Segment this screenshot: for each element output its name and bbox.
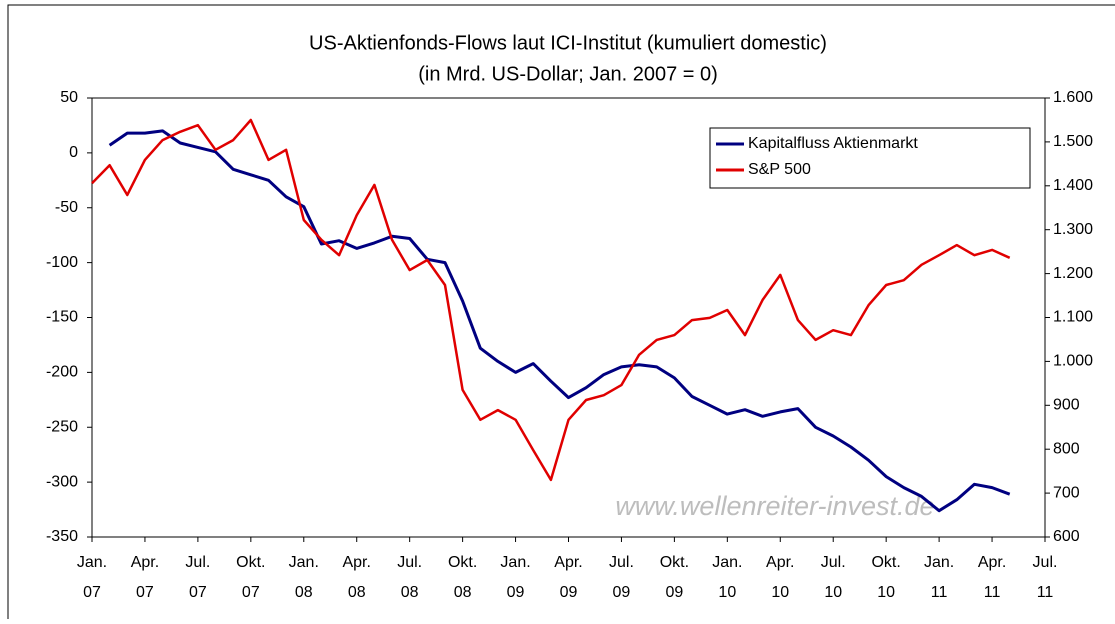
x-tick-label: Jan.: [500, 554, 530, 571]
y-tick-label: 0: [69, 144, 78, 161]
x-tick-label: Jan.: [712, 554, 742, 571]
x-tick-label: 09: [613, 584, 631, 601]
x-tick-label: 09: [560, 584, 578, 601]
y-tick-label: -300: [46, 473, 78, 490]
x-tick-label: Apr.: [978, 554, 1006, 571]
x-tick-label: 08: [295, 584, 313, 601]
x-tick-label: 08: [454, 584, 472, 601]
x-tick-label: Apr.: [342, 554, 370, 571]
x-tick-label: Jul.: [397, 554, 422, 571]
x-tick-label: Okt.: [871, 554, 900, 571]
x-tick-label: 07: [189, 584, 207, 601]
series-line: [91, 118, 1011, 482]
y2-tick-label: 1.300: [1053, 221, 1093, 238]
x-tick-label: 07: [136, 584, 154, 601]
x-tick-label: Jul.: [1033, 554, 1058, 571]
series-line: [108, 129, 1011, 513]
x-tick-label: Jan.: [289, 554, 319, 571]
x-tick-label: Apr.: [554, 554, 582, 571]
y2-tick-label: 1.100: [1053, 309, 1093, 326]
x-tick-label: 11: [984, 584, 1001, 601]
x-tick-label: 11: [1037, 584, 1054, 601]
x-tick-label: 07: [242, 584, 260, 601]
x-tick-label: 11: [931, 584, 948, 601]
y-tick-label: -50: [55, 199, 78, 216]
x-tick-label: Jan.: [924, 554, 954, 571]
y2-tick-label: 900: [1053, 397, 1080, 414]
y2-tick-label: 600: [1053, 528, 1080, 545]
y-tick-label: -150: [46, 309, 78, 326]
x-tick-label: Okt.: [236, 554, 265, 571]
legend-label: S&P 500: [748, 161, 811, 178]
chart-subtitle: (in Mrd. US-Dollar; Jan. 2007 = 0): [418, 63, 718, 85]
x-tick-label: 09: [507, 584, 525, 601]
y2-tick-label: 1.400: [1053, 177, 1093, 194]
x-tick-label: 10: [718, 584, 736, 601]
y2-tick-label: 1.000: [1053, 353, 1093, 370]
chart-title: US-Aktienfonds-Flows laut ICI-Institut (…: [309, 32, 827, 54]
legend-label: Kapitalfluss Aktienmarkt: [748, 135, 918, 152]
x-tick-label: 10: [877, 584, 895, 601]
x-tick-label: Jul.: [185, 554, 210, 571]
x-tick-label: 09: [665, 584, 683, 601]
x-tick-label: 07: [83, 584, 101, 601]
y-tick-label: 50: [60, 89, 78, 106]
y-tick-label: -200: [46, 364, 78, 381]
y2-tick-label: 700: [1053, 484, 1080, 501]
x-tick-label: 10: [771, 584, 789, 601]
y2-tick-label: 1.200: [1053, 265, 1093, 282]
x-tick-label: Jul.: [821, 554, 846, 571]
x-tick-label: Apr.: [131, 554, 159, 571]
legend-box: [709, 127, 1031, 189]
x-tick-label: Okt.: [660, 554, 689, 571]
watermark: www.wellenreiter-invest.de: [615, 491, 934, 521]
x-tick-label: Apr.: [766, 554, 794, 571]
y-tick-label: -250: [46, 418, 78, 435]
x-tick-label: 08: [401, 584, 419, 601]
x-tick-label: Jan.: [77, 554, 107, 571]
x-tick-label: Okt.: [448, 554, 477, 571]
x-tick-label: 10: [824, 584, 842, 601]
y2-tick-label: 1.500: [1053, 133, 1093, 150]
y-tick-label: -350: [46, 528, 78, 545]
y2-tick-label: 800: [1053, 440, 1080, 457]
x-tick-label: 08: [348, 584, 366, 601]
y2-tick-label: 1.600: [1053, 89, 1093, 106]
y-tick-label: -100: [46, 254, 78, 271]
x-tick-label: Jul.: [609, 554, 634, 571]
